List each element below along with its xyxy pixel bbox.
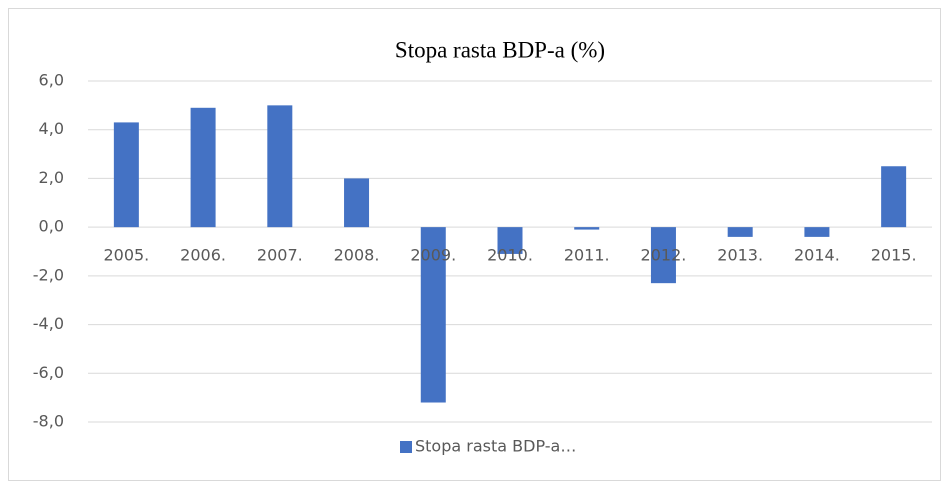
chart-title: Stopa rasta BDP-a (%) [395, 37, 605, 62]
legend-label: Stopa rasta BDP-a… [415, 437, 576, 456]
x-tick-label: 2008. [334, 246, 380, 265]
x-tick-label: 2007. [257, 246, 303, 265]
y-tick-label: -8,0 [33, 412, 64, 431]
y-tick-label: -2,0 [33, 265, 64, 284]
bars [113, 105, 907, 403]
x-tick-label: 2013. [717, 246, 763, 265]
y-tick-label: -4,0 [33, 314, 64, 333]
y-tick-label: -6,0 [33, 363, 64, 382]
bar [497, 227, 523, 254]
x-tick-label: 2012. [641, 246, 687, 265]
x-tick-label: 2014. [794, 246, 840, 265]
bar [881, 166, 907, 228]
y-tick-label: 6,0 [39, 71, 64, 90]
y-tick-label: 0,0 [39, 217, 64, 236]
bar [804, 227, 830, 237]
bar [650, 227, 676, 284]
bar [344, 178, 370, 228]
x-tick-label: 2005. [103, 246, 149, 265]
labels: -8,0 -6,0 -4,0 -2,0 0,0 2,0 4,0 6,0 Stopa rasta … [33, 71, 917, 456]
legend-swatch [400, 441, 412, 453]
bar [727, 227, 753, 237]
x-tick-label: 2009. [410, 246, 456, 265]
y-tick-label: 4,0 [39, 119, 64, 138]
bar [267, 105, 293, 228]
x-tick-label: 2011. [564, 246, 610, 265]
bar [113, 122, 139, 228]
x-tick-label: 2010. [487, 246, 533, 265]
y-tick-label: 2,0 [39, 168, 64, 187]
x-tick-label: 2015. [871, 246, 917, 265]
chart-frame [8, 8, 941, 481]
bar [420, 227, 446, 403]
bar [574, 227, 600, 230]
bar [190, 107, 216, 228]
x-tick-label: 2006. [180, 246, 226, 265]
